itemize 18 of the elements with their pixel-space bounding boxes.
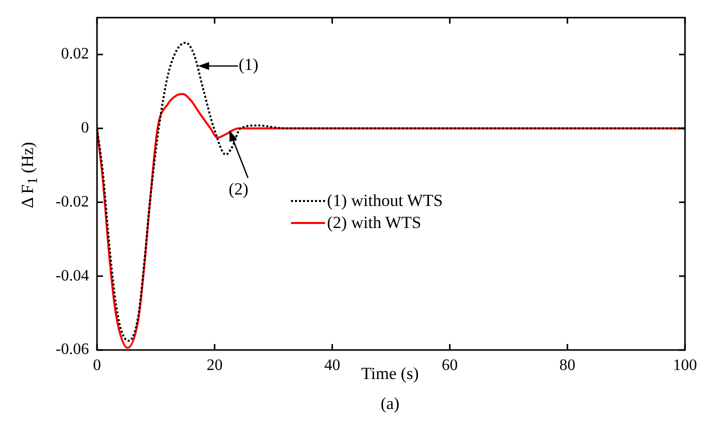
x-tick-label: 20 (206, 356, 223, 374)
y-tick-label: -0.04 (56, 267, 89, 284)
x-tick-label: 0 (93, 356, 101, 374)
legend-label: (2) with WTS (327, 213, 422, 234)
annotation: (2) (228, 180, 248, 199)
y-tick-label: -0.06 (56, 341, 89, 358)
legend-label: (1) without WTS (327, 191, 443, 212)
y-tick-label: 0.02 (61, 46, 89, 63)
x-tick-label: 40 (324, 356, 340, 374)
annotation: (1) (238, 55, 258, 74)
y-tick-label: 0 (81, 120, 89, 137)
x-tick-label: 60 (442, 356, 458, 374)
x-tick-label: 100 (673, 356, 697, 374)
line-series (97, 93, 685, 349)
x-tick-label: 80 (559, 356, 576, 374)
x-axis-title: Time (s) (361, 364, 419, 384)
y-tick-label: -0.02 (56, 193, 89, 210)
text: (a) (380, 394, 400, 414)
